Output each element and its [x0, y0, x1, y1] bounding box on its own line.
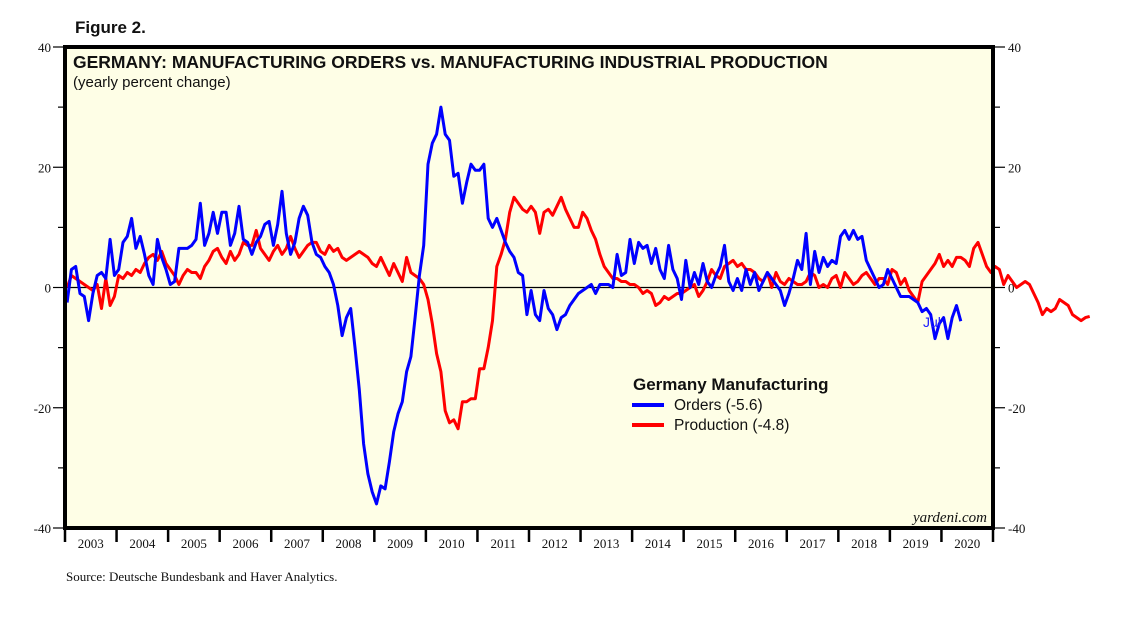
y-tick-label-right: -20	[1008, 401, 1025, 416]
y-tick-label-left: 40	[38, 40, 51, 55]
series-line-orders	[65, 105, 963, 506]
y-tick-label-right: -40	[1008, 521, 1025, 536]
x-tick-label: 2003	[78, 536, 104, 551]
x-tick-label: 2011	[490, 536, 516, 551]
y-tick-label-left: -40	[34, 521, 51, 536]
y-tick-label-right: 0	[1008, 281, 1015, 296]
legend-label-production: Production (-4.8)	[674, 417, 789, 434]
plot-frame	[63, 45, 995, 530]
figure-label: Figure 2.	[75, 18, 146, 37]
legend-title: Germany Manufacturing	[633, 375, 829, 394]
x-tick-label: 2017	[800, 536, 827, 551]
x-tick-label: 2019	[903, 536, 929, 551]
y-tick-label-left: 0	[45, 281, 52, 296]
x-tick-label: 2013	[593, 536, 619, 551]
x-tick-label: 2006	[232, 536, 259, 551]
legend-label-orders: Orders (-5.6)	[674, 397, 763, 414]
y-axis-right: -40 -20 0 20 40	[993, 40, 1025, 536]
x-tick-label: 2016	[748, 536, 775, 551]
chart-subtitle: (yearly percent change)	[73, 74, 231, 91]
y-axis-left: -40 -20 0 20 40	[34, 40, 65, 536]
x-tick-label: 2012	[542, 536, 568, 551]
series-layer	[65, 105, 1091, 506]
x-tick-label: 2009	[387, 536, 413, 551]
y-tick-label-right: 20	[1008, 160, 1021, 175]
x-tick-label: 2020	[954, 536, 980, 551]
x-tick-label: 2005	[181, 536, 207, 551]
x-tick-label: 2014	[645, 536, 672, 551]
x-tick-label: 2007	[284, 536, 311, 551]
x-tick-label: 2010	[439, 536, 465, 551]
watermark: yardeni.com	[911, 510, 987, 526]
x-tick-label: 2008	[336, 536, 362, 551]
legend: Germany Manufacturing Orders (-5.6) Prod…	[632, 375, 829, 434]
y-tick-label-left: -20	[34, 401, 51, 416]
x-tick-label: 2015	[696, 536, 722, 551]
source-note: Source: Deutsche Bundesbank and Haver An…	[66, 569, 338, 584]
y-tick-label-right: 40	[1008, 40, 1021, 55]
chart-title: GERMANY: MANUFACTURING ORDERS vs. MANUFA…	[73, 52, 828, 72]
y-tick-label-left: 20	[38, 160, 51, 175]
series-line-production	[65, 195, 1091, 431]
end-label: Jul	[923, 314, 941, 330]
x-axis: 2003 2004 2005 2006 2007 2008 2009 2010 2011 2012…	[63, 528, 995, 551]
x-tick-label: 2018	[851, 536, 877, 551]
x-tick-label: 2004	[129, 536, 156, 551]
